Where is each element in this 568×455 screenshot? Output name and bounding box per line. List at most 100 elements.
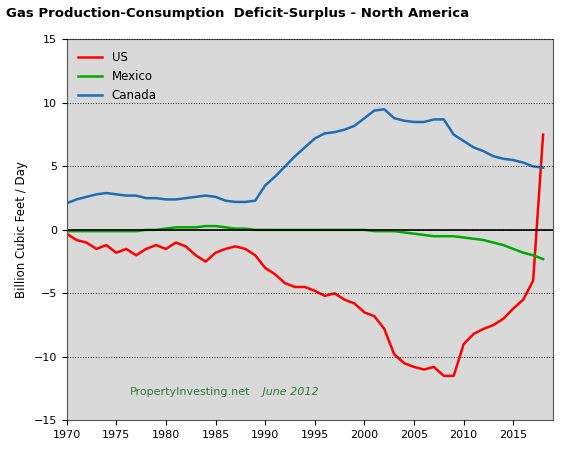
US (510, 306, 517, 311)
Mexico (302, 227, 308, 233)
Canada (272, 174, 278, 179)
Canada (460, 138, 467, 144)
US (282, 280, 289, 286)
Canada (490, 153, 497, 159)
US (381, 326, 388, 332)
US (103, 243, 110, 248)
US (540, 132, 546, 137)
Canada (302, 145, 308, 150)
US (262, 265, 269, 271)
Mexico (540, 256, 546, 262)
US (431, 364, 437, 370)
Canada (133, 193, 140, 198)
US (411, 364, 417, 370)
Line: Mexico: Mexico (66, 226, 543, 259)
Canada (371, 108, 378, 113)
Mexico (73, 228, 80, 234)
Mexico (282, 227, 289, 233)
Canada (470, 145, 477, 150)
Canada (162, 197, 169, 202)
Canada (311, 136, 318, 141)
Mexico (291, 227, 298, 233)
US (252, 253, 258, 258)
Canada (202, 193, 209, 198)
Canada (63, 201, 70, 206)
Canada (153, 195, 160, 201)
US (302, 284, 308, 290)
US (420, 367, 427, 372)
US (331, 291, 338, 296)
Mexico (311, 227, 318, 233)
Canada (113, 192, 120, 197)
Canada (143, 195, 149, 201)
US (351, 301, 358, 306)
Canada (411, 119, 417, 125)
Mexico (133, 228, 140, 234)
Mexico (272, 227, 278, 233)
Mexico (242, 226, 249, 231)
Mexico (530, 253, 537, 258)
Text: Gas Production-Consumption  Deficit-Surplus - North America: Gas Production-Consumption Deficit-Surpl… (6, 7, 469, 20)
Mexico (123, 228, 130, 234)
Canada (262, 183, 269, 188)
Canada (73, 197, 80, 202)
Text: PropertyInvesting.net: PropertyInvesting.net (130, 387, 250, 397)
Mexico (400, 230, 407, 235)
US (242, 246, 249, 252)
Canada (431, 117, 437, 122)
Mexico (83, 228, 90, 234)
Mexico (222, 225, 229, 230)
Canada (93, 192, 100, 197)
Canada (212, 194, 219, 200)
US (133, 253, 140, 258)
US (222, 246, 229, 252)
Mexico (341, 227, 348, 233)
Canada (252, 198, 258, 203)
Y-axis label: Billion Cubic Feet / Day: Billion Cubic Feet / Day (15, 162, 28, 298)
US (480, 326, 487, 332)
US (391, 352, 398, 357)
US (400, 360, 407, 366)
Mexico (232, 226, 239, 231)
Mexico (520, 250, 527, 255)
Mexico (321, 227, 328, 233)
US (371, 313, 378, 319)
US (361, 310, 368, 315)
Canada (242, 199, 249, 205)
US (73, 238, 80, 243)
US (83, 240, 90, 245)
Canada (540, 165, 546, 171)
US (440, 373, 447, 379)
Legend: US, Mexico, Canada: US, Mexico, Canada (73, 46, 162, 108)
Mexico (391, 228, 398, 234)
US (232, 243, 239, 249)
Mexico (262, 227, 269, 233)
US (530, 278, 537, 283)
Canada (321, 131, 328, 136)
Canada (510, 157, 517, 163)
Canada (232, 199, 239, 205)
Mexico (63, 228, 70, 234)
Mexico (460, 235, 467, 240)
Canada (291, 153, 298, 159)
Canada (83, 194, 90, 200)
US (113, 250, 120, 255)
Mexico (202, 223, 209, 229)
Mexico (440, 233, 447, 239)
Canada (530, 164, 537, 169)
Canada (351, 123, 358, 128)
US (123, 246, 130, 252)
Mexico (510, 246, 517, 252)
Mexico (173, 225, 179, 230)
US (341, 297, 348, 303)
US (450, 373, 457, 379)
Canada (173, 197, 179, 202)
Mexico (411, 231, 417, 237)
Canada (361, 116, 368, 121)
US (93, 246, 100, 252)
Canada (193, 194, 199, 200)
Canada (341, 127, 348, 132)
Line: Canada: Canada (66, 109, 543, 203)
Canada (381, 106, 388, 112)
Mexico (450, 233, 457, 239)
